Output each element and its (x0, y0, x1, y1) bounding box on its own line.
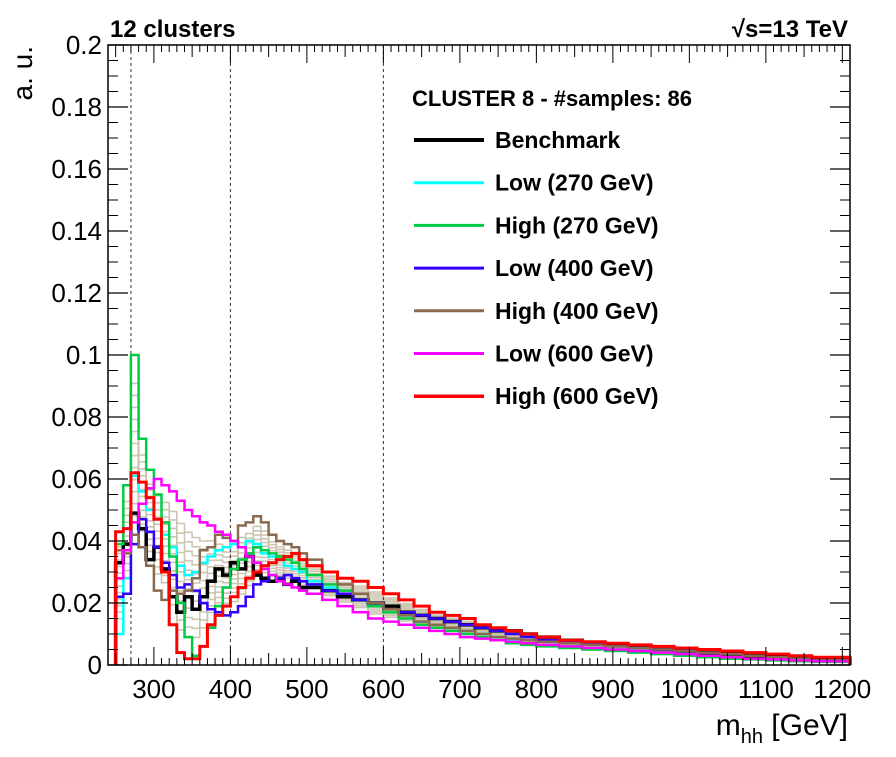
series-lines (113, 353, 852, 665)
y-tick-label: 0.04 (51, 526, 102, 556)
series-6-line (114, 471, 852, 665)
y-tick-label: 0.16 (51, 154, 102, 184)
legend-label-2: High (270 GeV) (495, 212, 659, 238)
y-tick-label: 0.02 (51, 588, 102, 618)
energy-label: √s=13 TeV (732, 16, 848, 43)
x-tick-label: 900 (591, 674, 634, 704)
y-tick-label: 0 (88, 650, 102, 680)
y-tick-label: 0.14 (51, 216, 102, 246)
x-axis-label-unit: [GeV] (763, 709, 848, 742)
y-axis-label: a. u. (7, 46, 38, 100)
legend: CLUSTER 8 - #samples: 86 Benchmark Low (2… (412, 86, 692, 409)
y-tick-label: 0.1 (66, 340, 102, 370)
series-2-line (114, 353, 852, 665)
x-tick-label: 400 (209, 674, 252, 704)
x-axis-label: mhh [GeV] (716, 709, 848, 748)
y-tick-label: 0.18 (51, 92, 102, 122)
legend-label-3: Low (400 GeV) (495, 255, 653, 281)
y-tick-label: 0.2 (66, 30, 102, 60)
x-tick-label: 1000 (660, 674, 718, 704)
x-tick-label: 800 (515, 674, 558, 704)
legend-label-0: Benchmark (495, 127, 620, 153)
x-axis-label-sub: hh (741, 726, 763, 748)
x-tick-label: 500 (285, 674, 328, 704)
x-tick-label: 700 (438, 674, 481, 704)
legend-label-1: Low (270 GeV) (495, 170, 653, 196)
legend-label-4: High (400 GeV) (495, 298, 659, 324)
series-5-line (114, 477, 852, 665)
legend-label-6: High (600 GeV) (495, 383, 659, 409)
sqrt-s-symbol: √s (732, 16, 759, 43)
y-tick-label: 0.06 (51, 464, 102, 494)
legend-label-5: Low (600 GeV) (495, 341, 653, 367)
chart-title: 12 clusters (110, 16, 235, 43)
axes: 0 0.02 0.04 0.06 0.08 0.1 0.12 0.14 0.16 0.18 0.2 3… (51, 30, 871, 704)
legend-title: CLUSTER 8 - #samples: 86 (412, 86, 692, 111)
x-tick-label: 600 (362, 674, 405, 704)
x-tick-label: 1200 (813, 674, 871, 704)
energy-value: =13 TeV (758, 16, 848, 43)
y-tick-label: 0.12 (51, 278, 102, 308)
x-tick-label: 300 (132, 674, 175, 704)
x-axis-label-main: m (716, 709, 741, 742)
y-tick-label: 0.08 (51, 402, 102, 432)
x-tick-label: 1100 (738, 674, 794, 704)
